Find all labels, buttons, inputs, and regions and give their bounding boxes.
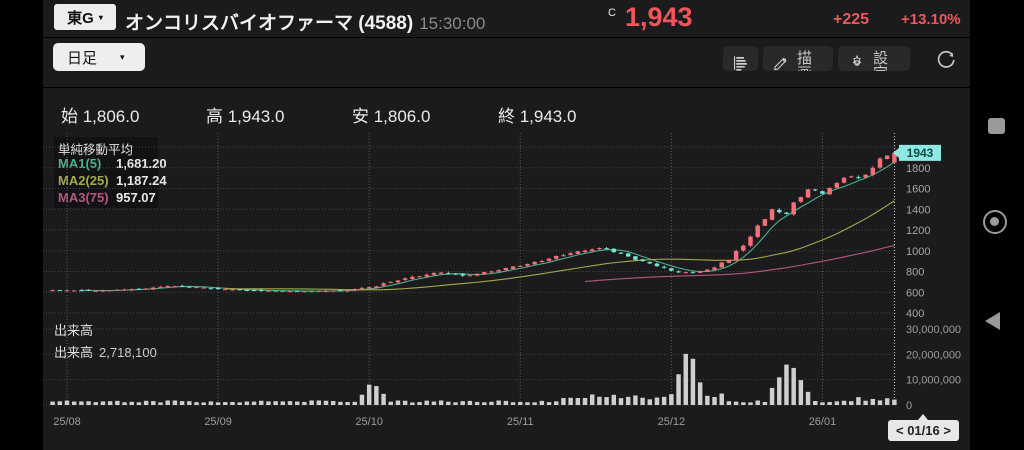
svg-text:1400: 1400 [906,204,930,216]
svg-text:25/08: 25/08 [53,416,81,428]
svg-text:25/10: 25/10 [355,416,383,428]
svg-text:400: 400 [906,308,924,320]
svg-text:30,000,000: 30,000,000 [906,324,961,336]
svg-text:800: 800 [906,267,924,279]
svg-text:26/01: 26/01 [809,416,837,428]
svg-text:10,000,000: 10,000,000 [906,375,961,387]
svg-text:25/11: 25/11 [507,416,534,428]
svg-text:25/12: 25/12 [658,416,686,428]
svg-text:1800: 1800 [906,163,930,175]
svg-text:1600: 1600 [906,184,930,196]
svg-text:1943: 1943 [907,146,934,160]
svg-text:1200: 1200 [906,225,930,237]
svg-text:25/09: 25/09 [204,416,232,428]
svg-text:0: 0 [906,400,912,412]
svg-text:600: 600 [906,287,924,299]
svg-text:1000: 1000 [906,246,930,258]
svg-text:20,000,000: 20,000,000 [906,349,961,361]
